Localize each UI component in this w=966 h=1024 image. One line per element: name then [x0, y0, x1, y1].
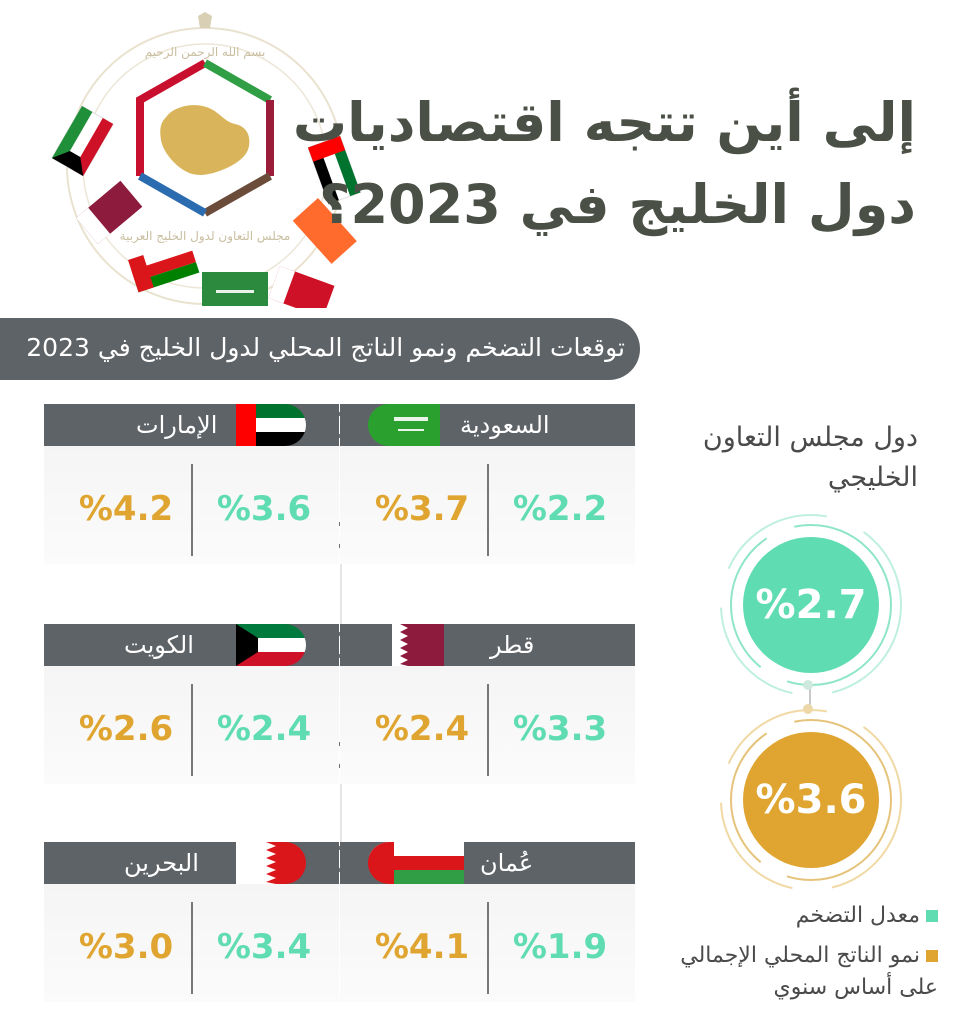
inflation-value: %3.3	[512, 709, 608, 749]
country-name: قطر	[490, 631, 535, 659]
emblem-bottom-text: مجلس التعاون لدول الخليج العربية	[120, 229, 291, 244]
inflation-value: %2.4	[216, 709, 312, 749]
legend-swatch-gdp	[926, 950, 938, 962]
gcc-emblem: بسم الله الرحمن الرحيم مجلس التعاون لدول…	[40, 8, 370, 318]
country-name: السعودية	[460, 411, 550, 439]
gcc-gdp-rings	[720, 709, 902, 891]
qatar-flag-icon	[392, 624, 444, 666]
country-card-kuwait: الكويت %2.4 %2.6	[44, 624, 339, 784]
inflation-value: %3.6	[216, 489, 312, 529]
subtitle-text: توقعات التضخم ونمو الناتج المحلي لدول ال…	[26, 333, 625, 362]
inflation-value: %2.2	[512, 489, 608, 529]
country-name: البحرين	[124, 849, 199, 877]
gcc-gdp-value: %3.6	[755, 777, 867, 823]
gcc-connector-dot	[803, 680, 813, 690]
kuwait-flag-icon	[236, 624, 306, 666]
country-name: الكويت	[124, 631, 194, 659]
gdp-value: %2.4	[374, 709, 470, 749]
gcc-connector	[809, 688, 811, 706]
legend-gdp: نمو الناتج المحلي الإجمالي على أساس سنوي	[680, 943, 938, 1000]
gdp-value: %3.0	[78, 927, 174, 967]
legend-inflation: معدل التضخم	[796, 900, 938, 932]
gdp-value: %3.7	[374, 489, 470, 529]
oman-flag-icon	[368, 842, 464, 884]
country-card-saudi: السعودية %2.2 %3.7	[340, 404, 635, 564]
subtitle-banner	[0, 318, 640, 380]
gdp-value: %4.1	[374, 927, 470, 967]
uae-flag-icon	[236, 404, 306, 446]
country-card-bahrain: البحرين %3.4 %3.0	[44, 842, 339, 1002]
page-title-line-2: دول الخليج في 2023؟	[319, 173, 916, 236]
country-name: الإمارات	[136, 411, 218, 439]
card-header	[340, 624, 635, 666]
gcc-connector-dot	[803, 704, 813, 714]
gdp-value: %4.2	[78, 489, 174, 529]
gcc-label: دول مجلس التعاون الخليجي	[702, 422, 918, 493]
emblem-top-text: بسم الله الرحمن الرحيم	[145, 45, 266, 60]
country-card-oman: عُمان %1.9 %4.1	[340, 842, 635, 1002]
legend-swatch-inflation	[926, 910, 938, 922]
saudi-flag-icon	[368, 404, 440, 446]
gdp-value: %2.6	[78, 709, 174, 749]
inflation-value: %3.4	[216, 927, 312, 967]
inflation-value: %1.9	[512, 927, 608, 967]
country-card-uae: الإمارات %3.6 %4.2	[44, 404, 339, 564]
page-title-line-1: إلى أين تتجه اقتصاديات	[292, 91, 916, 154]
country-card-qatar: قطر %3.3 %2.4	[340, 624, 635, 784]
bahrain-flag-icon	[236, 842, 306, 884]
country-name: عُمان	[480, 849, 534, 877]
gcc-inflation-value: %2.7	[755, 582, 867, 628]
